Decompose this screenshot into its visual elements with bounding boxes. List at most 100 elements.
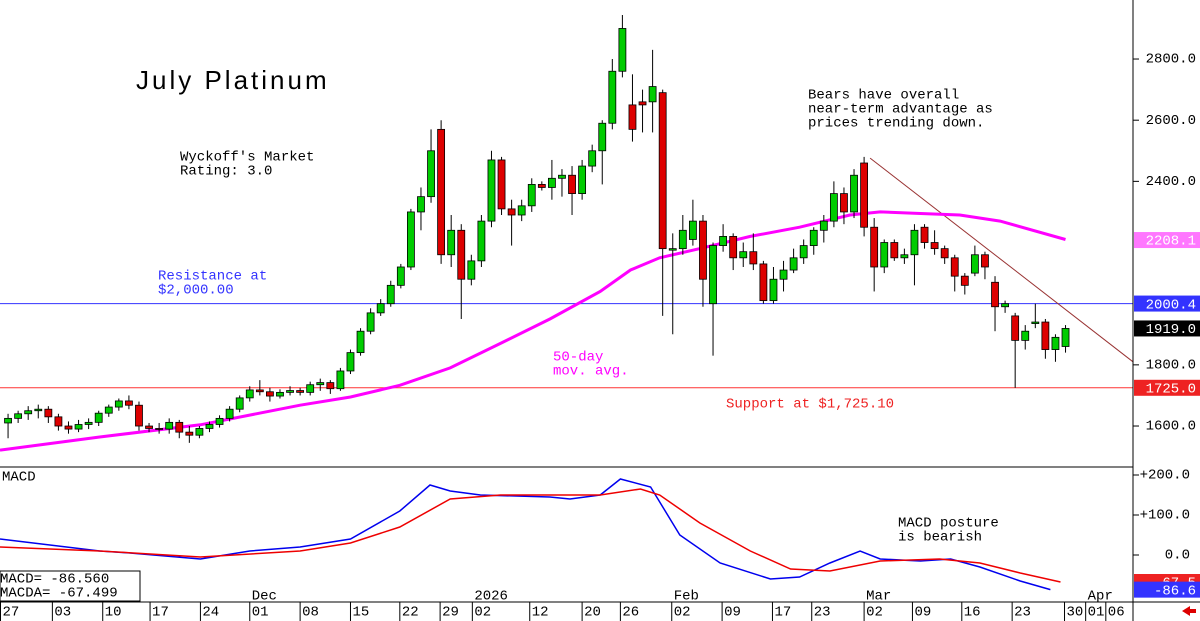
x-tick-label: 20	[584, 605, 601, 621]
note-line: Rating: 3.0	[180, 164, 272, 180]
candle-body	[1051, 336, 1060, 350]
x-tick-label: 16	[964, 605, 981, 621]
sma-line	[0, 210, 1066, 452]
candle-body	[517, 205, 526, 216]
note-line: prices trending down.	[808, 116, 984, 132]
x-tick-label: 26	[622, 605, 639, 621]
candle-body	[145, 425, 153, 429]
candle-body	[14, 413, 23, 419]
candle-body	[527, 184, 536, 207]
candle-body	[749, 251, 758, 265]
month-label: 2026	[474, 589, 508, 605]
x-tick-label: 22	[402, 605, 419, 621]
candle-body	[547, 177, 556, 188]
plot-area: 2800.0 2600.0 2400.0 1800.0 1600.0 +200.0 +100…	[0, 14, 1200, 621]
candle-body	[1061, 328, 1070, 347]
price-label-box	[1134, 581, 1200, 598]
candle-body	[558, 174, 566, 179]
candle-body	[940, 248, 949, 259]
candle-body	[900, 254, 909, 259]
candle-body	[366, 312, 375, 332]
candle-body	[125, 400, 133, 406]
x-tick-label: 23	[814, 605, 831, 621]
candle-body	[165, 421, 174, 430]
candle-body	[598, 122, 607, 152]
y-tick-label: +100.0	[1140, 508, 1190, 524]
candle-body	[306, 384, 315, 393]
macd-line	[0, 488, 1061, 583]
x-tick-label: 08	[302, 605, 319, 621]
candle-body	[870, 226, 879, 268]
x-tick-label: 29	[442, 605, 459, 621]
x-tick-label: 30	[1067, 605, 1084, 621]
candle-body	[981, 254, 989, 268]
price-label-box	[1134, 232, 1200, 249]
y-tick-label: 2800.0	[1146, 52, 1196, 68]
candle-body	[54, 416, 63, 427]
price-label-box	[1134, 295, 1200, 312]
y-tick-label: 1800.0	[1146, 358, 1196, 374]
candle-body	[457, 229, 466, 280]
price-label: 1919.0	[1146, 322, 1196, 338]
candle-body	[890, 242, 899, 259]
readout-box	[0, 570, 141, 602]
candle-body	[235, 397, 244, 410]
candle-body	[628, 104, 637, 130]
candle-body	[709, 245, 717, 305]
candle-body	[1001, 303, 1009, 308]
month-label: Mar	[866, 589, 891, 605]
candle-body	[255, 389, 264, 393]
readout-line: MACD= -86.560	[0, 572, 109, 588]
candle-body	[920, 226, 929, 243]
candle-body	[386, 284, 395, 305]
candle-body	[34, 408, 43, 412]
price-label: 1725.0	[1146, 381, 1196, 397]
candle-body	[1041, 321, 1050, 350]
candle-body	[245, 389, 254, 399]
candle-body	[930, 242, 939, 250]
support-note: Support at $1,725.10	[726, 397, 894, 413]
candle-body	[376, 303, 385, 314]
chart-title: July Platinum	[136, 65, 330, 95]
candle-body	[437, 128, 446, 256]
scroll-arrow	[1182, 606, 1196, 616]
candle-body	[719, 236, 728, 246]
candle-body	[678, 229, 687, 250]
candle-body	[729, 236, 738, 259]
x-tick-label: 02	[474, 605, 491, 621]
candle-body	[286, 390, 294, 393]
note-line: MACD posture	[898, 516, 999, 532]
candle-body	[578, 165, 587, 194]
resistance-note: Resistance at $2,000.00	[158, 269, 267, 299]
candle-body	[910, 229, 919, 256]
candle-body	[769, 278, 778, 302]
candle-body	[618, 28, 627, 72]
note-line: 50-day	[553, 350, 603, 366]
month-label: Feb	[674, 589, 699, 605]
candle-body	[950, 257, 959, 277]
x-tick-label: 02	[674, 605, 691, 621]
candle-body	[1031, 321, 1040, 324]
x-tick-label: 02	[866, 605, 883, 621]
candle-body	[537, 184, 546, 188]
candle-body	[588, 150, 597, 167]
candle-body	[960, 275, 969, 286]
candle-body	[880, 242, 889, 268]
month-label: Apr	[1088, 589, 1113, 605]
sma-note: 50-day mov. avg.	[553, 350, 629, 380]
x-tick-label: 24	[202, 605, 219, 621]
candle-body	[94, 412, 103, 423]
price-label: -86.6	[1154, 583, 1196, 599]
candle-body	[507, 208, 516, 216]
x-tick-label: 01	[252, 605, 269, 621]
candle-body	[346, 352, 355, 372]
rating-note: Wyckoff's Market Rating: 3.0	[180, 150, 314, 180]
y-tick-label: +200.0	[1140, 468, 1190, 484]
candle-body	[336, 370, 345, 390]
candle-body	[114, 400, 123, 408]
note-line: Bears have overall	[808, 88, 959, 104]
candle-body	[225, 408, 234, 419]
macd-note: MACD posture is bearish	[898, 516, 999, 546]
